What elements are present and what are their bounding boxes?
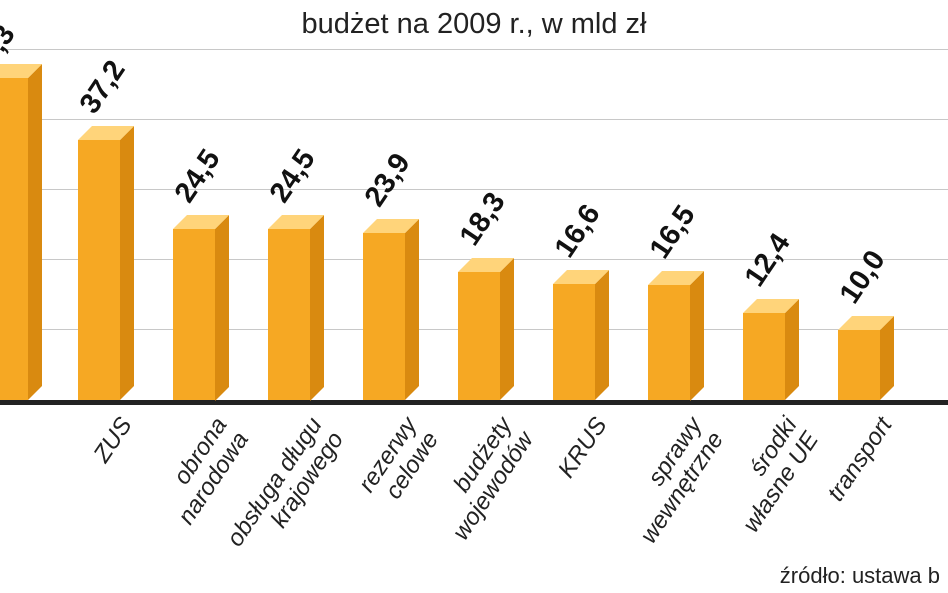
bar-face-side bbox=[28, 64, 42, 400]
bar-label: sprawywewnętrzne bbox=[614, 413, 729, 549]
bar-value: 24,5 bbox=[169, 143, 228, 208]
budget-bar-chart: budżet na 2009 r., w mld zł ,337,224,524… bbox=[0, 0, 948, 593]
bar-label: środkiwłasne UE bbox=[717, 413, 825, 538]
bar-face-side bbox=[880, 316, 894, 400]
grid-line bbox=[0, 189, 948, 190]
bar-value: 37,2 bbox=[74, 54, 133, 119]
bar-value: 16,6 bbox=[549, 199, 608, 264]
bar-face-side bbox=[405, 219, 419, 400]
grid-line bbox=[0, 119, 948, 120]
bar-face-side bbox=[120, 126, 134, 400]
bar-face-front bbox=[838, 330, 880, 400]
bar-face-front bbox=[173, 229, 215, 401]
bar-face-side bbox=[215, 215, 229, 401]
bar-label: transport bbox=[823, 413, 898, 506]
bar-label: ZUS bbox=[89, 413, 138, 468]
bar-label: budżetywojewodów bbox=[426, 413, 539, 545]
bar-face-front bbox=[458, 272, 500, 400]
bar-value: 12,4 bbox=[739, 228, 798, 293]
bar-value: 18,3 bbox=[454, 187, 513, 252]
bar-face-front bbox=[648, 285, 690, 401]
bar-face-front bbox=[78, 140, 120, 400]
bar-face-front bbox=[743, 313, 785, 400]
bar-face-front bbox=[553, 284, 595, 400]
source-footer: źródło: ustawa b bbox=[780, 563, 940, 589]
bar-face-side bbox=[500, 258, 514, 400]
bar-face-side bbox=[310, 215, 324, 401]
bar-face-side bbox=[690, 271, 704, 401]
bar-label: KRUS bbox=[554, 413, 613, 483]
bar-face-side bbox=[785, 299, 799, 400]
bar-value: 16,5 bbox=[644, 199, 703, 264]
bar-face-side bbox=[595, 270, 609, 400]
bar-value: 10,0 bbox=[834, 245, 893, 310]
bar-label: rezerwycelowe bbox=[354, 413, 445, 512]
bar-value: 24,5 bbox=[264, 143, 323, 208]
grid-line bbox=[0, 49, 948, 50]
bar-value: 23,9 bbox=[359, 147, 418, 212]
bar-face-front bbox=[363, 233, 405, 400]
x-axis-baseline bbox=[0, 400, 948, 405]
chart-title: budżet na 2009 r., w mld zł bbox=[0, 8, 948, 41]
bar-face-front bbox=[0, 78, 28, 400]
bar-face-front bbox=[268, 229, 310, 401]
plot-area: ,337,224,524,523,918,316,616,512,410,0 bbox=[0, 50, 948, 405]
